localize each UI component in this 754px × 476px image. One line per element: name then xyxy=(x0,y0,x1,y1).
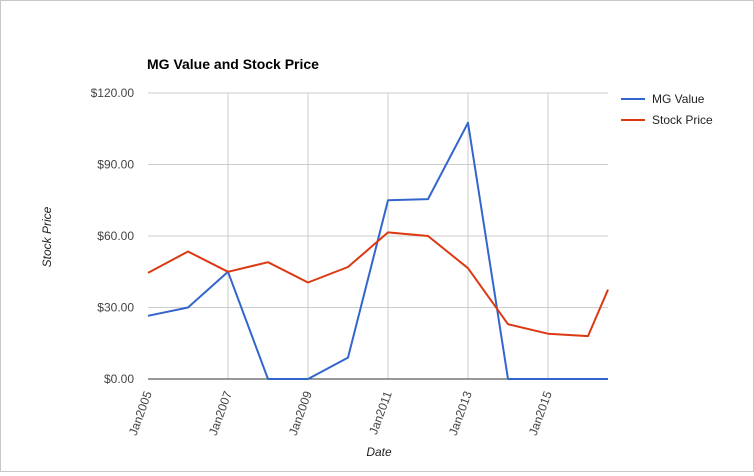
x-tick-label: Jan2005 xyxy=(126,389,155,437)
legend-item-stock-price[interactable]: Stock Price xyxy=(621,113,713,127)
y-tick-label: $120.00 xyxy=(91,86,135,100)
y-tick-label: $0.00 xyxy=(104,372,134,386)
x-tick-label: Jan2011 xyxy=(366,389,395,437)
y-tick-label: $90.00 xyxy=(97,158,134,172)
x-tick-label: Jan2013 xyxy=(446,389,475,437)
x-axis-title: Date xyxy=(366,445,392,459)
y-tick-label: $60.00 xyxy=(97,229,134,243)
series-lines xyxy=(147,121,609,380)
x-tick-label: Jan2007 xyxy=(206,389,235,437)
legend-item-mg-value[interactable]: MG Value xyxy=(621,92,705,106)
series-line-mg-value[interactable] xyxy=(147,121,608,380)
series-line-stock-price[interactable] xyxy=(147,231,609,338)
gridlines xyxy=(148,92,608,379)
y-axis-title: Stock Price xyxy=(40,206,54,267)
y-tick-label: $30.00 xyxy=(97,301,134,315)
legend: MG Value Stock Price xyxy=(621,92,713,127)
legend-label-stock-price: Stock Price xyxy=(652,113,713,127)
chart-title: MG Value and Stock Price xyxy=(147,56,319,72)
x-tick-label: Jan2009 xyxy=(286,389,315,437)
legend-label-mg-value: MG Value xyxy=(652,92,705,106)
x-tick-label: Jan2015 xyxy=(526,389,555,437)
